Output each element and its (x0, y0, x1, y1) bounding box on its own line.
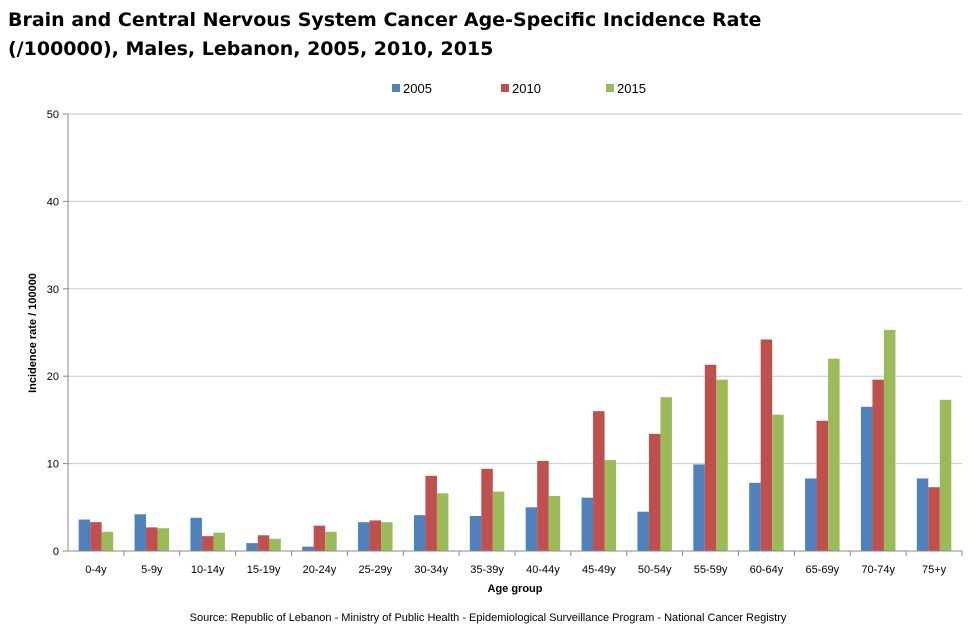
x-tick-label: 15-19y (247, 564, 281, 576)
x-tick-label: 40-44y (526, 564, 560, 576)
y-tick-label: 50 (47, 109, 59, 121)
gridlines (68, 113, 962, 465)
bar-2015-50-54y (660, 397, 672, 551)
bar-2015-0-4y (101, 531, 114, 551)
bar-2015-60-64y (772, 414, 784, 551)
bar-2005-55-59y (693, 464, 705, 551)
bar-2005-40-44y (525, 507, 538, 551)
bar-2005-60-64y (749, 482, 761, 551)
bar-2010-15-19y (257, 535, 270, 551)
y-tick-label: 20 (47, 371, 59, 383)
bar-2010-0-4y (90, 522, 102, 551)
bar-2010-75+y (928, 487, 940, 551)
x-tick-label: 10-14y (191, 564, 225, 576)
bar-2010-70-74y (872, 379, 884, 551)
x-tick-label: 60-64y (750, 564, 784, 576)
bar-2015-30-34y (436, 493, 449, 551)
legend-label-2010: 2010 (512, 81, 541, 96)
legend-swatch-2010 (501, 84, 509, 92)
x-axis-title: Age group (488, 583, 543, 595)
legend-swatch-2015 (606, 84, 614, 92)
bar-2015-15-19y (269, 538, 281, 551)
bar-2010-55-59y (704, 364, 717, 551)
y-tick-label: 40 (47, 196, 59, 208)
bar-2015-10-14y (213, 532, 225, 551)
bar-2005-15-19y (246, 543, 258, 551)
x-tick-label: 5-9y (141, 564, 163, 576)
x-tick-label: 30-34y (414, 564, 448, 576)
chart-title: Brain and Central Nervous System Cancer … (8, 6, 968, 64)
bar-2015-35-39y (492, 491, 505, 551)
x-tick-label: 0-4y (85, 564, 107, 576)
y-axis-ticks: 0 10 20 30 40 50 (47, 109, 68, 558)
bar-2010-50-54y (648, 433, 661, 551)
bar-2010-60-64y (760, 339, 773, 551)
bar-2005-50-54y (637, 511, 649, 551)
y-tick-label: 10 (47, 459, 59, 471)
y-tick-label: 30 (47, 284, 59, 296)
bar-2005-70-74y (860, 406, 873, 551)
bar-2015-55-59y (716, 379, 728, 551)
bar-2005-45-49y (581, 497, 594, 551)
bar-2015-25-29y (381, 522, 393, 551)
x-tick-label: 25-29y (358, 564, 392, 576)
x-tick-label: 50-54y (638, 564, 672, 576)
bar-2010-40-44y (537, 460, 549, 551)
bar-2015-70-74y (883, 329, 896, 551)
x-tick-label: 55-59y (694, 564, 728, 576)
legend: 2005 2010 2015 (392, 81, 646, 96)
x-tick-label: 35-39y (470, 564, 504, 576)
bar-2015-40-44y (548, 495, 561, 551)
chart-title-line1: Brain and Central Nervous System Cancer … (8, 9, 762, 31)
bar-2005-30-34y (413, 515, 426, 551)
bar-2005-20-24y (302, 546, 314, 551)
chart-title-line2: (/100000), Males, Lebanon, 2005, 2010, 2… (8, 38, 494, 60)
bar-2010-65-69y (816, 420, 829, 551)
bar-2005-10-14y (190, 517, 202, 551)
bar-2010-35-39y (481, 468, 493, 551)
bar-2005-25-29y (358, 522, 370, 551)
bar-2005-0-4y (78, 519, 91, 551)
bar-2005-65-69y (805, 478, 817, 551)
bar-2010-45-49y (593, 411, 605, 551)
bar-2005-75+y (916, 478, 929, 551)
bar-2005-35-39y (469, 516, 482, 551)
source-note: Source: Republic of Lebanon - Ministry o… (189, 612, 787, 624)
legend-label-2015: 2015 (617, 81, 646, 96)
bar-2015-45-49y (604, 460, 617, 551)
x-axis-ticks: 0-4y 5-9y 10-14y 15-19y 20-24y 25-29y 30-34y 35… (85, 551, 963, 576)
bar-2005-5-9y (134, 514, 147, 551)
bar-2015-65-69y (828, 358, 840, 551)
x-tick-label: 70-74y (861, 564, 895, 576)
legend-label-2005: 2005 (403, 81, 432, 96)
bar-2010-30-34y (425, 475, 437, 551)
bars (78, 329, 952, 551)
bar-2010-20-24y (313, 525, 326, 551)
bar-2015-20-24y (325, 531, 337, 551)
bar-chart: 0 10 20 30 40 50 0-4y 5-9y 10-14y 15-19y 20-24y 25… (27, 81, 963, 595)
legend-swatch-2005 (392, 84, 400, 92)
y-axis-title: Incidence rate / 100000 (27, 273, 39, 393)
bar-2015-5-9y (157, 528, 170, 551)
bar-2010-10-14y (201, 536, 214, 551)
x-tick-label: 45-49y (582, 564, 616, 576)
bar-2015-75+y (939, 399, 952, 551)
x-tick-label: 75+y (922, 564, 947, 576)
x-tick-label: 20-24y (303, 564, 337, 576)
y-tick-label: 0 (53, 546, 59, 558)
bar-2010-5-9y (146, 527, 158, 551)
bar-2010-25-29y (369, 520, 382, 551)
x-tick-label: 65-69y (805, 564, 839, 576)
